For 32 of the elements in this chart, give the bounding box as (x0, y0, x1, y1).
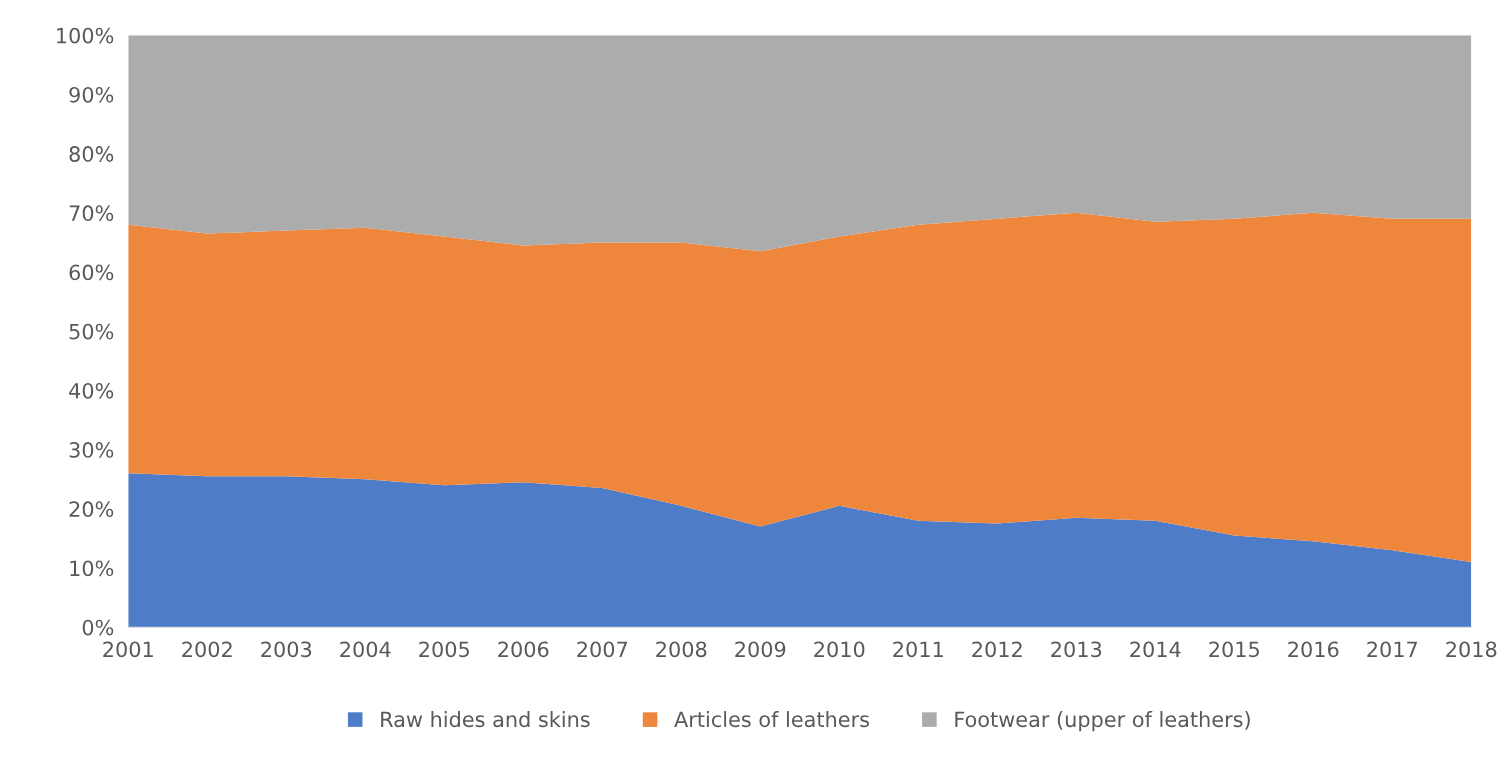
x-tick-label: 2008 (656, 641, 707, 658)
x-tick-label: 2015 (1209, 641, 1259, 658)
x-tick-label: 2011 (893, 641, 943, 658)
y-tick-label: 80% (69, 146, 114, 162)
x-tick-label: 2002 (182, 641, 232, 658)
y-tick-label: 20% (69, 501, 114, 518)
y-tick-label: 70% (69, 205, 114, 222)
x-tick-label: 2013 (1051, 641, 1102, 658)
x-tick-label: 2009 (735, 641, 786, 658)
y-tick-label: 0% (82, 619, 114, 636)
x-tick-label: 2007 (577, 641, 627, 658)
legend-label: Footwear (upper of leathers) (955, 711, 1250, 732)
y-tick-label: 50% (69, 323, 114, 340)
x-tick-label: 2005 (419, 641, 469, 658)
y-tick-label: 40% (69, 382, 114, 399)
x-tick-label: 2014 (1130, 641, 1181, 658)
x-tick-label: 2016 (1288, 641, 1339, 658)
x-tick-label: 2001 (103, 641, 153, 658)
y-tick-label: 30% (69, 442, 114, 458)
y-tick-label: 90% (69, 86, 114, 103)
x-tick-label: 2006 (498, 641, 549, 658)
x-tick-label: 2017 (1367, 641, 1417, 658)
legend-label: Articles of leathers (674, 711, 869, 728)
x-tick-label: 2018 (1446, 641, 1497, 658)
x-tick-label: 2004 (340, 641, 391, 658)
x-tick-label: 2012 (972, 641, 1022, 658)
legend-label: Raw hides and skins (381, 711, 590, 728)
y-tick-label: 10% (70, 560, 114, 577)
y-tick-label: 60% (69, 264, 114, 281)
x-tick-label: 2010 (814, 641, 865, 658)
x-tick-label: 2003 (261, 641, 312, 658)
y-tick-label: 100% (57, 27, 114, 44)
